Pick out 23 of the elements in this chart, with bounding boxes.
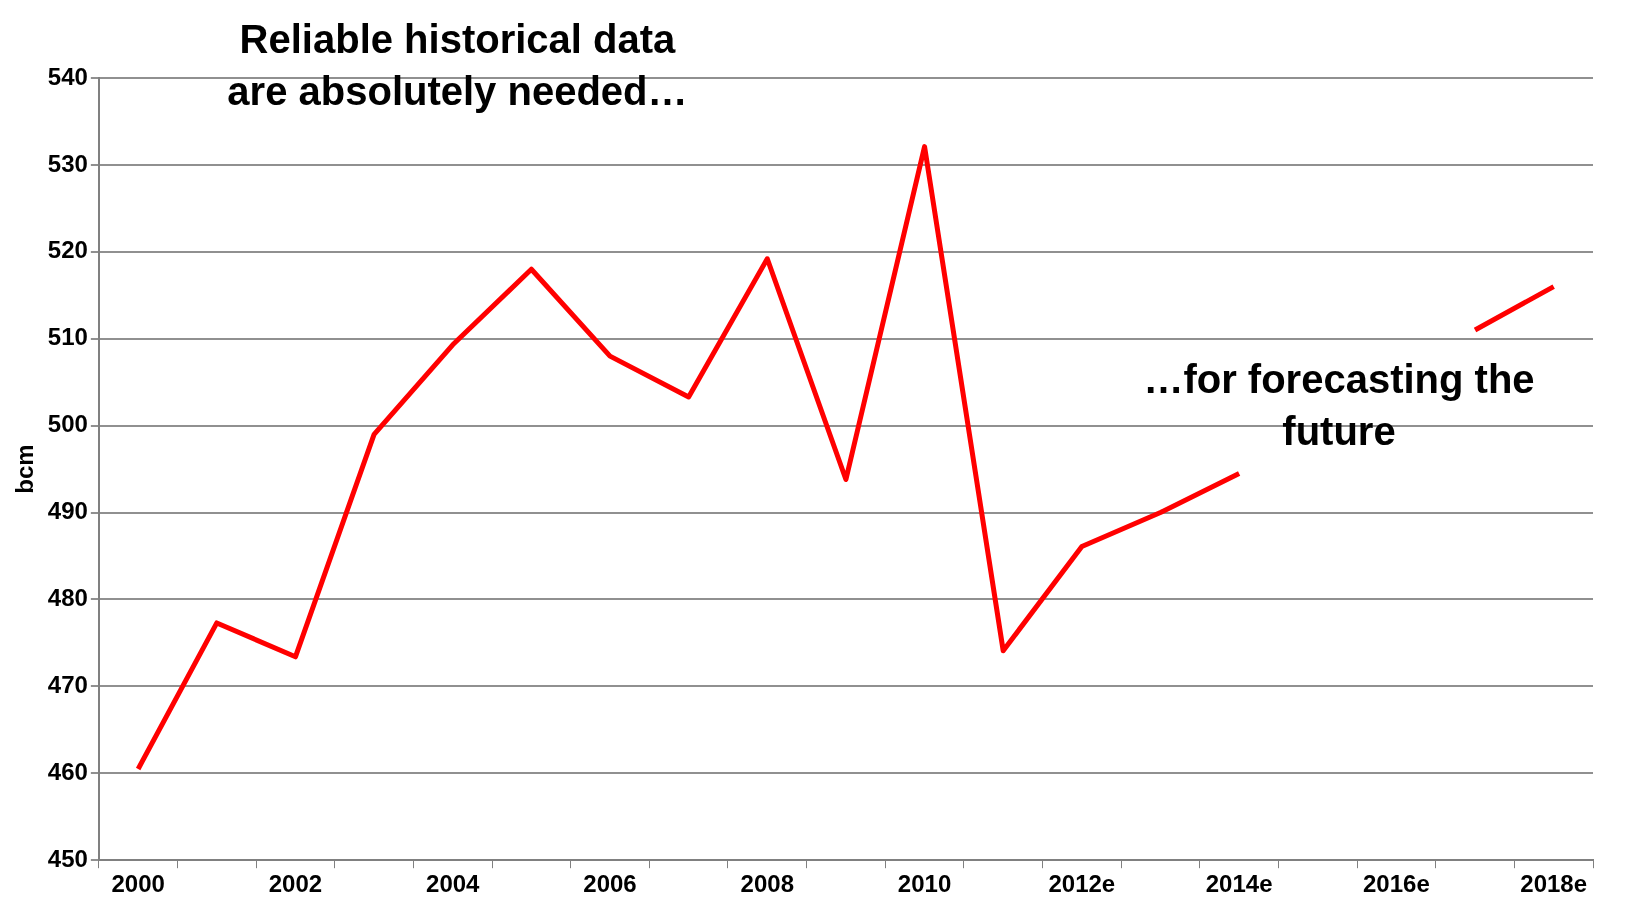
y-axis-title: bcm — [11, 444, 39, 494]
y-tick-label: 500 — [47, 410, 88, 438]
y-tick-label: 540 — [47, 62, 88, 90]
annotation: …for forecasting the future — [1143, 357, 1535, 454]
x-tick-label: 2014e — [1205, 870, 1273, 898]
annotation: Reliable historical data are absolutely needed… — [227, 17, 688, 114]
x-tick-label: 2012e — [1048, 870, 1116, 898]
y-tick-label: 520 — [47, 236, 88, 264]
y-tick-label: 510 — [47, 323, 88, 351]
x-tick-label: 2004 — [426, 870, 481, 898]
y-tick-label: 480 — [47, 584, 88, 612]
x-tick-label: 2000 — [111, 870, 165, 898]
x-tick-label: 2016e — [1363, 870, 1430, 898]
x-tick-label: 2008 — [740, 870, 794, 898]
y-tick-label: 450 — [47, 844, 88, 872]
y-tick-label: 490 — [47, 497, 88, 525]
y-tick-label: 470 — [47, 671, 88, 698]
y-tick-label: 460 — [47, 757, 88, 785]
x-tick-label: 2006 — [583, 870, 637, 898]
x-tick-label: 2010 — [897, 870, 952, 898]
y-tick-label: 530 — [47, 149, 88, 177]
x-tick-label: 2018e — [1520, 870, 1588, 898]
x-tick-label: 2002 — [268, 870, 323, 898]
